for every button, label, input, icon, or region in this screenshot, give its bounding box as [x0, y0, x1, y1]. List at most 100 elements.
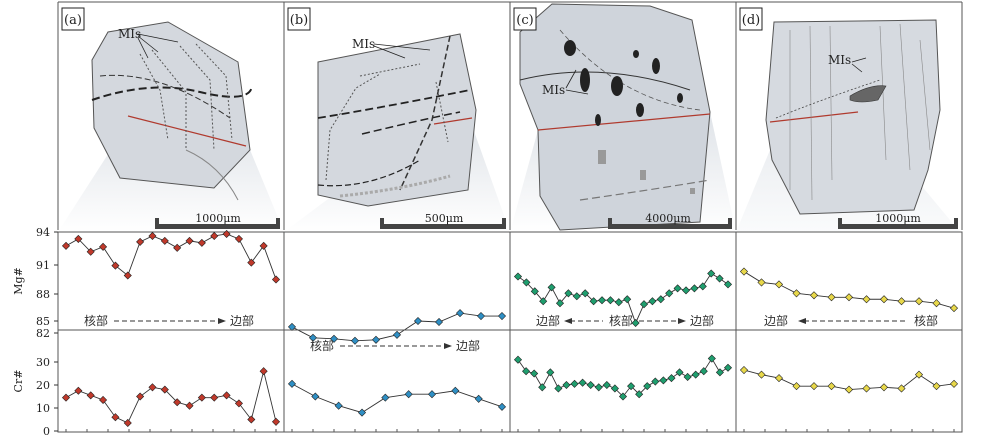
data-point — [123, 418, 132, 427]
data-point — [136, 392, 145, 401]
data-point — [844, 293, 854, 302]
data-point — [949, 304, 959, 313]
data-point — [932, 382, 941, 391]
data-point — [271, 275, 281, 284]
data-point — [86, 247, 95, 256]
data-point — [497, 312, 507, 321]
y-axis-label: Mg# — [12, 267, 25, 295]
panel-d-image: (d) MIs 1000μm — [736, 7, 960, 232]
data-point — [564, 289, 573, 298]
data-point — [667, 374, 676, 383]
data-point — [455, 309, 465, 318]
data-point — [675, 368, 684, 377]
series-line — [65, 233, 277, 280]
series-c-mg — [513, 269, 733, 328]
data-point — [522, 278, 531, 287]
data-point — [614, 298, 623, 307]
y-tick-label: 88 — [36, 288, 50, 301]
data-point — [648, 297, 657, 306]
data-point — [897, 297, 906, 306]
data-point — [635, 390, 644, 399]
image-row: (a) MIs 1000μm (b) MIs 500μm — [57, 1, 963, 232]
annotation-right: 核部 — [914, 313, 938, 328]
data-point — [148, 383, 157, 392]
data-point — [547, 283, 556, 292]
data-point — [99, 242, 108, 251]
charts: 85889194Mg#核部 边部 边部 核部 边部 边部 核部010203082Cr#核部边… — [12, 226, 963, 438]
data-point — [651, 377, 660, 386]
data-point — [602, 380, 611, 390]
data-point — [111, 413, 120, 422]
data-point — [656, 295, 665, 304]
data-point — [210, 231, 219, 240]
data-point — [914, 370, 924, 379]
y-tick-label: 0 — [43, 425, 50, 438]
data-point — [665, 289, 674, 298]
y-tick-label: 94 — [36, 226, 50, 239]
data-point — [597, 296, 607, 305]
data-point — [698, 282, 707, 291]
arrow-head — [444, 343, 452, 349]
data-point — [451, 386, 460, 395]
data-point — [434, 317, 444, 327]
data-point — [627, 382, 636, 391]
data-point — [581, 289, 590, 298]
series-a-mg — [61, 229, 281, 284]
data-point — [914, 297, 924, 306]
data-point — [643, 382, 652, 391]
data-point — [247, 415, 256, 424]
annotation-right: 边部 — [230, 313, 254, 328]
data-point — [659, 376, 668, 385]
data-point — [879, 383, 889, 392]
data-point — [792, 289, 801, 298]
data-point — [476, 312, 486, 321]
data-point — [618, 392, 628, 401]
data-point — [610, 384, 619, 393]
data-point — [160, 236, 169, 245]
data-point — [538, 383, 547, 392]
data-point — [513, 272, 523, 281]
series-d-cr — [739, 366, 959, 394]
data-point — [371, 335, 381, 344]
data-point — [862, 295, 871, 304]
data-point — [691, 370, 700, 379]
panel-a-scale: 1000μm — [195, 212, 241, 225]
data-point — [699, 367, 708, 376]
data-point — [572, 292, 581, 301]
data-point — [546, 368, 555, 377]
panel-c-image: (c) MIs 4000μm — [510, 3, 736, 232]
data-point — [673, 284, 682, 293]
annotation-left: 边部 — [764, 313, 788, 328]
data-point — [690, 284, 699, 293]
data-point — [774, 280, 784, 289]
data-point — [570, 379, 579, 388]
data-point — [739, 366, 749, 375]
data-point — [792, 382, 801, 391]
annotation-left: 核部 — [84, 313, 108, 328]
series-a-cr — [61, 367, 281, 427]
data-point — [513, 355, 523, 364]
data-point — [606, 296, 615, 305]
y-tick-label: 82 — [36, 327, 50, 340]
data-point — [897, 384, 906, 393]
data-point — [61, 393, 71, 402]
panel-a-mi-label: MIs — [118, 27, 141, 41]
series-line — [743, 271, 955, 309]
chart-row-mg: 85 88 91 94 Mg# 核部 边部 边部 核部 边部 边部 核部 — [12, 226, 963, 345]
data-point — [715, 274, 724, 283]
series-line — [291, 383, 503, 414]
data-point — [160, 385, 169, 394]
data-point — [474, 394, 483, 403]
y-axis-label: Cr# — [12, 370, 25, 393]
data-point — [173, 398, 182, 407]
data-point — [111, 261, 120, 270]
data-point — [287, 322, 297, 331]
panel-a-image: (a) MIs 1000μm — [58, 7, 284, 232]
data-point — [148, 231, 157, 240]
panel-b-letter: (b) — [290, 13, 308, 28]
data-point — [350, 336, 360, 345]
data-point — [555, 299, 565, 308]
data-point — [413, 316, 423, 326]
data-point — [707, 269, 716, 278]
data-point — [683, 372, 692, 381]
